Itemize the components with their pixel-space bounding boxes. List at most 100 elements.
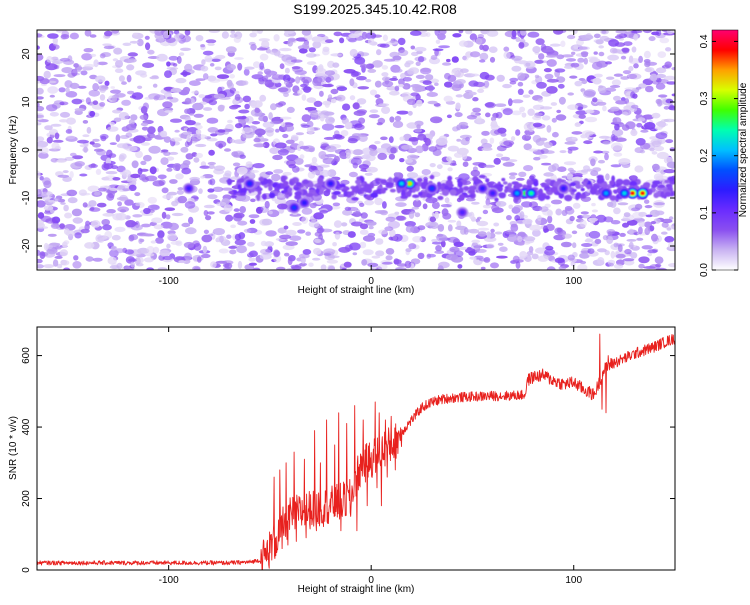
- signal-blob: [526, 179, 534, 186]
- noise-speckle: [612, 117, 622, 124]
- noise-speckle: [388, 153, 395, 160]
- signal-blob: [631, 175, 637, 181]
- noise-speckle: [132, 32, 138, 36]
- noise-speckle: [313, 247, 322, 255]
- signal-blob: [514, 183, 523, 188]
- spectrogram-x-axis-label: Height of straight line (km): [298, 285, 415, 296]
- noise-speckle: [262, 141, 270, 149]
- noise-speckle: [657, 51, 667, 58]
- noise-speckle: [195, 78, 206, 81]
- noise-speckle: [241, 127, 254, 134]
- noise-speckle: [376, 49, 382, 56]
- noise-speckle: [110, 89, 121, 94]
- noise-speckle: [426, 253, 432, 259]
- noise-speckle: [156, 53, 168, 62]
- noise-speckle: [167, 191, 178, 196]
- noise-speckle: [83, 48, 94, 53]
- noise-speckle: [647, 249, 658, 254]
- noise-speckle: [541, 115, 551, 121]
- noise-speckle: [308, 47, 316, 53]
- noise-speckle: [598, 51, 605, 57]
- noise-speckle: [564, 141, 576, 145]
- noise-speckle: [540, 162, 552, 166]
- noise-speckle: [52, 139, 64, 143]
- noise-speckle: [644, 205, 653, 209]
- noise-speckle: [74, 161, 85, 167]
- noise-speckle: [559, 150, 567, 154]
- noise-speckle: [115, 212, 127, 221]
- signal-blob: [550, 186, 559, 193]
- noise-speckle: [417, 133, 427, 141]
- noise-speckle: [462, 55, 469, 61]
- noise-speckle: [640, 142, 651, 150]
- noise-speckle: [213, 93, 226, 99]
- noise-speckle: [351, 221, 363, 227]
- noise-speckle: [381, 65, 389, 70]
- noise-speckle: [201, 253, 211, 259]
- y-tick-label: 20: [21, 48, 32, 60]
- noise-speckle: [359, 64, 371, 69]
- noise-speckle: [535, 247, 547, 254]
- noise-speckle: [313, 212, 324, 220]
- noise-speckle: [175, 77, 187, 84]
- signal-blob: [564, 194, 573, 202]
- signal-blob: [463, 186, 470, 191]
- noise-speckle: [369, 149, 378, 157]
- noise-speckle: [207, 211, 215, 215]
- noise-speckle: [434, 30, 440, 36]
- noise-speckle: [385, 216, 396, 222]
- noise-speckle: [638, 226, 643, 235]
- noise-speckle: [152, 83, 158, 88]
- noise-speckle: [367, 262, 379, 268]
- noise-speckle: [69, 171, 74, 179]
- noise-speckle: [103, 45, 115, 50]
- noise-speckle: [497, 242, 504, 246]
- noise-speckle: [508, 98, 513, 107]
- noise-speckle: [446, 114, 452, 119]
- noise-speckle: [334, 231, 341, 240]
- noise-speckle: [493, 222, 500, 227]
- noise-speckle: [71, 68, 78, 77]
- noise-speckle: [183, 241, 195, 249]
- noise-speckle: [198, 188, 203, 194]
- noise-speckle: [114, 248, 126, 254]
- noise-speckle: [610, 142, 623, 151]
- noise-speckle: [172, 63, 178, 67]
- noise-speckle: [535, 38, 545, 45]
- noise-speckle: [184, 63, 193, 72]
- signal-blob: [570, 182, 576, 187]
- noise-speckle: [260, 248, 271, 255]
- noise-speckle: [37, 45, 40, 50]
- noise-speckle: [359, 241, 367, 249]
- noise-speckle: [239, 154, 246, 159]
- noise-speckle: [463, 227, 469, 235]
- noise-speckle: [73, 255, 79, 261]
- noise-speckle: [356, 76, 367, 81]
- signal-blob: [295, 182, 302, 187]
- noise-speckle: [405, 248, 412, 253]
- noise-speckle: [394, 115, 402, 122]
- noise-speckle: [162, 101, 173, 109]
- noise-speckle: [294, 157, 304, 165]
- noise-speckle: [440, 204, 452, 208]
- noise-speckle: [309, 202, 317, 209]
- signal-blob: [442, 189, 450, 197]
- noise-speckle: [598, 135, 610, 139]
- noise-speckle: [426, 92, 438, 97]
- noise-speckle: [514, 215, 521, 222]
- noise-speckle: [279, 47, 292, 52]
- noise-speckle: [572, 242, 577, 249]
- noise-speckle: [556, 227, 562, 233]
- signal-blob: [240, 187, 247, 195]
- noise-speckle: [129, 40, 139, 44]
- noise-speckle: [608, 262, 614, 267]
- snr-x-ticks: -100 0 100: [159, 327, 583, 586]
- noise-speckle: [306, 126, 315, 135]
- signal-blob: [351, 197, 359, 201]
- hotspot: [399, 181, 404, 186]
- noise-speckle: [378, 229, 389, 235]
- noise-speckle: [668, 105, 675, 111]
- noise-speckle: [146, 267, 154, 270]
- noise-speckle: [379, 210, 388, 216]
- noise-speckle: [570, 62, 580, 68]
